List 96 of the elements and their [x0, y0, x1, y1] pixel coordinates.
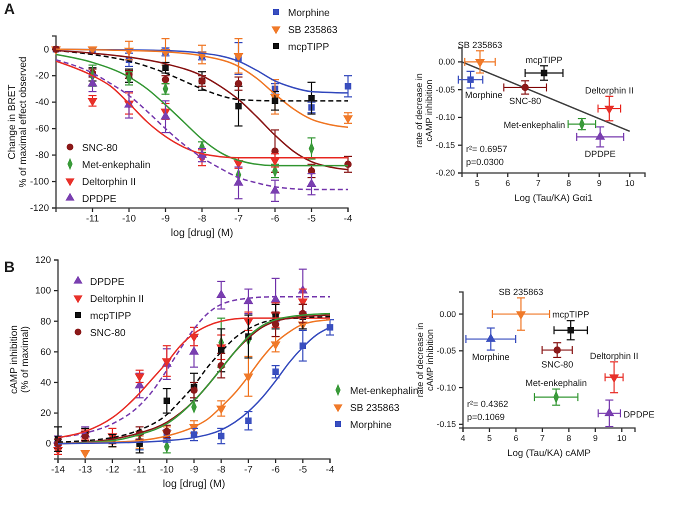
x-tick-label: -4 [326, 464, 334, 476]
y-tick-label: -0.20 [436, 168, 456, 178]
annotation: p=0.0300 [466, 157, 504, 167]
y-tick-label: -60 [35, 124, 49, 135]
x-tick-label: -9 [190, 464, 198, 476]
text: Deltorphin II [590, 350, 638, 361]
x-tick-label: -4 [344, 214, 352, 225]
legend-label: SB 235863 [288, 25, 338, 36]
y-tick-label: -40 [35, 97, 49, 108]
x-axis-title: log [drug] (M) [170, 227, 234, 239]
x-tick-label: -9 [161, 214, 170, 225]
y-tick-label: -100 [30, 176, 49, 188]
legend-label: mcpTIPP [90, 311, 132, 322]
x-tick-label: -5 [298, 464, 308, 476]
x-axis-title: Log (Tau/KA) cAMP [507, 448, 591, 459]
y-tick-label: -0.10 [436, 112, 456, 122]
y-axis-title: Change in BRET % of maximal effect observed [7, 56, 29, 188]
legend-label: Deltorphin II [90, 294, 144, 305]
y-tick-label: -0.15 [436, 419, 456, 430]
x-tick-label: 7 [540, 433, 546, 444]
y-tick-label: 80 [40, 316, 51, 328]
y-tick-label: -0.05 [436, 346, 456, 356]
x-tick-label: -8 [216, 464, 226, 476]
x-tick-label: 8 [566, 433, 572, 444]
x-tick-label: -14 [51, 464, 65, 476]
annotation: p=0.1069 [467, 412, 505, 422]
x-tick-label: 5 [474, 178, 480, 188]
series-label: DPDPE [584, 148, 616, 159]
x-tick-label: 5 [487, 433, 492, 444]
annotation: r²= 0.4362 [467, 399, 508, 409]
x-tick-label: 7 [536, 178, 541, 188]
text: SB 235863 [498, 286, 544, 297]
x-tick-label: -13 [78, 464, 92, 476]
x-tick-label: 9 [592, 433, 598, 444]
legend-label: DPDPE [90, 277, 125, 288]
x-tick-label: 4 [460, 433, 466, 444]
chart-title: A [4, 1, 15, 18]
x-tick-label: -5 [307, 214, 316, 225]
y-tick-label: -80 [35, 150, 49, 162]
y-tick-label: 120 [35, 255, 51, 266]
legend-label: SB 235863 [350, 403, 400, 414]
legend-label: mcpTIPP [288, 42, 330, 53]
y-tick-label: -120 [30, 203, 49, 214]
series-label: SB 235863 [458, 40, 502, 50]
series-label: Met-enkephalin [525, 378, 587, 388]
x-axis-title: log [drug] (M) [162, 478, 226, 490]
legend-label: SNC-80 [90, 328, 126, 339]
series-label: Morphine [472, 352, 510, 362]
y-tick-label: -0.15 [436, 140, 456, 150]
y-tick-label: 0.00 [438, 56, 456, 67]
x-tick-label: 9 [596, 178, 602, 188]
legend-label: DPDPE [82, 194, 117, 205]
y-tick-label: 0 [44, 44, 49, 56]
chart-title: B [4, 259, 15, 276]
series-label: Morphine [465, 90, 503, 100]
y-tick-label: 0 [46, 438, 51, 450]
series-label: SNC-80 [541, 359, 574, 370]
y-tick-label: -0.05 [436, 84, 456, 94]
x-tick-label: -10 [160, 464, 174, 476]
y-tick-label: 100 [35, 286, 51, 297]
y-tick-label: -20 [35, 70, 49, 82]
series-label: mcpTIPP [552, 310, 590, 320]
series-label: mcpTIPP [526, 54, 563, 65]
series-label: Met-enkephalin [504, 120, 566, 130]
y-axis-title: rate of decrease in cAMP inhibition [414, 73, 434, 148]
legend-label: SNC-80 [82, 143, 118, 154]
legend-label: Morphine [350, 420, 392, 431]
series-label: DPDPE [623, 409, 654, 420]
y-tick-label: -0.10 [436, 382, 456, 392]
series-label: SNC-80 [509, 96, 542, 106]
y-tick-label: 0.00 [439, 308, 456, 319]
x-tick-label: 10 [617, 433, 627, 444]
x-axis-title: Log (Tau/KA) Gαi1 [514, 193, 593, 204]
x-tick-label: -8 [198, 214, 206, 225]
x-tick-label: -6 [271, 464, 280, 476]
y-tick-label: 40 [40, 378, 51, 388]
x-tick-label: 6 [514, 433, 519, 444]
legend-label: Morphine [288, 8, 330, 19]
y-axis-title: cAMP inhibition (% of maximal) [9, 325, 31, 394]
legend-label: Deltorphin II [82, 177, 136, 188]
x-tick-label: -6 [270, 214, 280, 225]
x-tick-label: -10 [122, 214, 136, 225]
x-tick-label: 10 [625, 178, 635, 188]
x-tick-label: -11 [86, 214, 100, 225]
series-label: Deltorphin II [585, 85, 634, 96]
x-tick-label: 6 [505, 178, 510, 188]
y-tick-label: 60 [40, 346, 51, 358]
x-tick-label: -7 [234, 214, 243, 225]
legend-label: Met-enkephalin [82, 160, 150, 171]
x-tick-label: -11 [133, 464, 146, 476]
y-tick-label: 20 [40, 408, 51, 420]
legend-label: Met-enkephalin [350, 386, 418, 397]
x-tick-label: -12 [106, 464, 120, 476]
x-tick-label: -7 [244, 464, 253, 476]
annotation: r²= 0.6957 [466, 144, 508, 154]
x-tick-label: 8 [566, 178, 572, 188]
